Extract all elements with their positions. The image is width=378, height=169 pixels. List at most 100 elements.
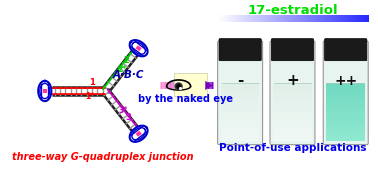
Bar xyxy=(327,15,329,22)
Bar xyxy=(321,15,323,22)
Polygon shape xyxy=(43,89,47,93)
Bar xyxy=(261,15,263,22)
Bar xyxy=(344,15,346,22)
Text: -: - xyxy=(237,73,243,88)
Bar xyxy=(221,130,259,133)
Bar xyxy=(338,15,340,22)
Bar xyxy=(291,15,293,22)
Bar xyxy=(327,115,365,118)
Bar xyxy=(314,15,316,22)
Bar xyxy=(273,101,312,103)
Bar xyxy=(273,133,312,136)
Bar xyxy=(273,127,312,130)
Bar xyxy=(268,15,270,22)
Text: Point-of-use applications: Point-of-use applications xyxy=(219,143,366,153)
Bar xyxy=(221,15,223,22)
Text: A·B·C: A·B·C xyxy=(113,70,144,80)
Ellipse shape xyxy=(175,82,183,91)
Bar xyxy=(221,92,259,95)
FancyBboxPatch shape xyxy=(270,41,315,145)
Bar xyxy=(306,15,308,22)
Bar xyxy=(266,15,268,22)
FancyBboxPatch shape xyxy=(325,39,367,61)
Bar xyxy=(221,109,259,112)
Bar xyxy=(273,86,312,89)
Bar xyxy=(273,89,312,92)
Text: 1*: 1* xyxy=(85,92,94,101)
Text: 17-estradiol: 17-estradiol xyxy=(247,4,338,17)
Bar xyxy=(301,15,302,22)
Text: by the naked eye: by the naked eye xyxy=(138,94,232,104)
Text: 3: 3 xyxy=(125,113,131,122)
Bar xyxy=(221,139,259,141)
Bar xyxy=(274,15,276,22)
Bar xyxy=(273,136,312,139)
Bar xyxy=(327,133,365,136)
Bar xyxy=(225,15,227,22)
Bar xyxy=(361,15,363,22)
Bar xyxy=(221,118,259,121)
Bar xyxy=(327,92,365,95)
Bar xyxy=(242,15,244,22)
Bar xyxy=(272,15,274,22)
Bar xyxy=(221,112,259,115)
Bar xyxy=(353,15,355,22)
Bar xyxy=(331,15,333,22)
Bar xyxy=(227,15,229,22)
Bar xyxy=(273,112,312,115)
Text: 2: 2 xyxy=(124,56,129,65)
Bar xyxy=(276,15,278,22)
Bar xyxy=(221,115,259,118)
Bar xyxy=(217,15,219,22)
Bar xyxy=(327,130,365,133)
Bar xyxy=(327,109,365,112)
Text: +: + xyxy=(286,73,299,88)
Bar xyxy=(348,15,350,22)
Bar xyxy=(327,139,365,141)
Bar xyxy=(284,15,285,22)
Bar xyxy=(335,15,336,22)
Bar xyxy=(221,133,259,136)
Bar xyxy=(327,118,365,121)
Bar xyxy=(221,95,259,98)
Bar xyxy=(287,15,289,22)
Bar xyxy=(327,83,365,86)
Text: three-way G-quadruplex junction: three-way G-quadruplex junction xyxy=(12,152,193,162)
Bar xyxy=(221,106,259,109)
Bar xyxy=(273,130,312,133)
Bar xyxy=(273,83,312,86)
Bar xyxy=(257,15,259,22)
Bar xyxy=(236,15,238,22)
Bar xyxy=(246,15,248,22)
Bar xyxy=(346,15,348,22)
Bar xyxy=(333,15,335,22)
Bar xyxy=(229,15,231,22)
Bar xyxy=(316,15,318,22)
Bar xyxy=(251,15,253,22)
Bar xyxy=(221,101,259,103)
Bar xyxy=(240,15,242,22)
Bar xyxy=(253,15,255,22)
Bar xyxy=(327,121,365,124)
Bar xyxy=(355,15,357,22)
Bar xyxy=(248,15,249,22)
Bar xyxy=(293,15,295,22)
Bar xyxy=(297,15,299,22)
Bar xyxy=(273,109,312,112)
Bar xyxy=(365,15,367,22)
Bar xyxy=(295,15,297,22)
Bar xyxy=(273,106,312,109)
FancyBboxPatch shape xyxy=(174,73,207,96)
Text: ++: ++ xyxy=(334,74,357,88)
Bar xyxy=(327,112,365,115)
Bar xyxy=(367,15,369,22)
Bar xyxy=(327,124,365,127)
Bar xyxy=(304,15,306,22)
Bar xyxy=(323,15,325,22)
Bar xyxy=(273,92,312,95)
Bar xyxy=(221,98,259,101)
Bar xyxy=(278,15,280,22)
Bar xyxy=(342,15,344,22)
Bar xyxy=(327,127,365,130)
FancyBboxPatch shape xyxy=(323,41,368,145)
